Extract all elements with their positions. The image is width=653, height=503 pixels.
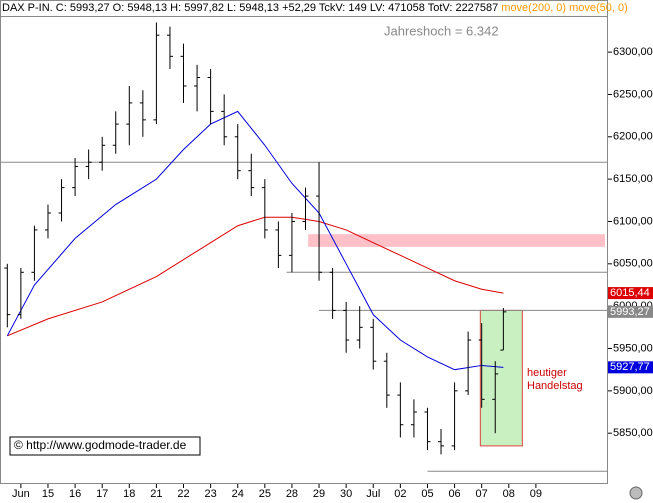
y-tick-label: 6050,00 [613,258,653,270]
x-tick-label: 25 [259,488,271,500]
x-tick-label: Jul [366,488,380,500]
x-tick-label: 22 [177,488,189,500]
price-label: 6015,44 [610,287,650,299]
header: DAX P-IN. C: 5993,27 O: 5948,13 H: 5997,… [2,2,628,14]
x-tick-label: 28 [286,488,298,500]
copyright-box [9,436,201,456]
price-box [608,361,653,374]
y-tick-label: 6200,00 [613,131,653,143]
x-tick-label: 07 [476,488,488,500]
today-box [479,309,523,447]
x-tick-label: 21 [150,488,162,500]
x-tick-label: 24 [232,488,244,500]
x-tick-label: Jun [12,488,30,500]
y-tick-label: 6250,00 [613,88,653,100]
x-tick-label: 02 [394,488,406,500]
price-label: 5927,77 [610,361,650,373]
x-tick-label: 17 [96,488,108,500]
price-box [608,305,653,318]
y-tick-label: 6300,00 [613,46,653,58]
x-tick-label: 08 [503,488,515,500]
y-tick-label: 6100,00 [613,215,653,227]
price-box [608,287,653,300]
resistance-zone [308,234,605,247]
x-tick-label: 09 [530,488,542,500]
header-item: move(200, 0) [501,2,566,14]
header-item: DAX P-IN. C: 5993,27 O: 5948,13 H: 5997,… [2,2,498,14]
jahreshoch-label: Jahreshoch = 6.342 [384,23,499,38]
x-tick-label: 05 [421,488,433,500]
copyright: © http://www.godmode-trader.de [14,438,187,452]
x-tick-label: 15 [42,488,54,500]
header-text: DAX P-IN. C: 5993,27 O: 5948,13 H: 5997,… [2,2,628,14]
annotation: Handelstag [527,380,583,392]
y-tick-label: 5950,00 [613,342,653,354]
header-item: move(50, 0) [569,2,628,14]
x-tick-label: 18 [123,488,135,500]
x-tick-label: 23 [204,488,216,500]
moving-average [6,110,504,371]
price-label: 5993,27 [610,306,650,318]
icon [629,486,643,500]
x-tick-label: 29 [313,488,325,500]
x-tick-label: 16 [69,488,81,500]
annotation: heutiger [527,367,567,379]
x-tick-label: 06 [448,488,460,500]
y-tick-label: 5850,00 [613,427,653,439]
y-tick-label: 5900,00 [613,385,653,397]
y-tick-label: 6150,00 [613,173,653,185]
x-tick-label: 30 [340,488,352,500]
